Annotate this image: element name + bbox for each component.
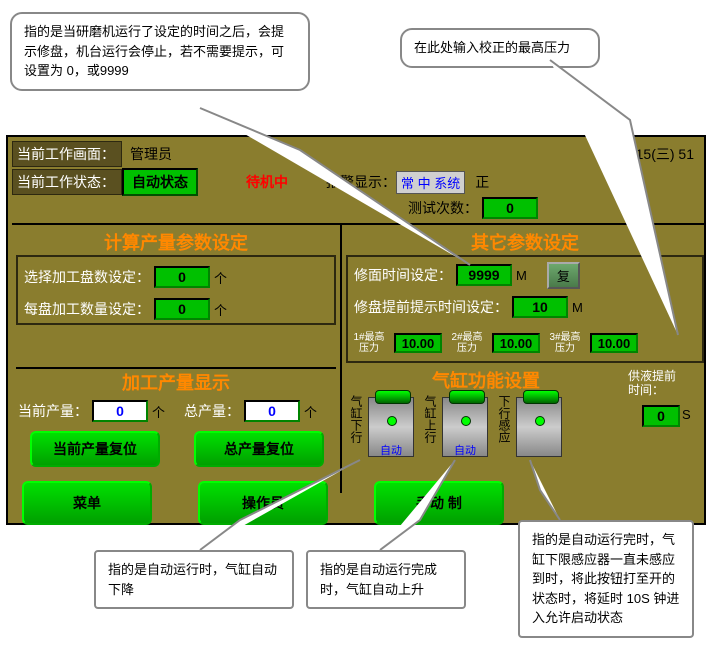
press2-label: 2#最高 压力 (450, 332, 484, 354)
operator-button[interactable]: 操作员 (198, 481, 328, 525)
face-value[interactable]: 9999 (456, 264, 512, 286)
tot-output-row: 总产量： 0 个 (184, 397, 317, 425)
valve3-label: 下行感应 (496, 395, 513, 443)
cur-value: 0 (92, 400, 148, 422)
tot-label: 总产量： (184, 401, 240, 421)
reset-total-button[interactable]: 总产量复位 (194, 431, 324, 467)
reset-current-button[interactable]: 当前产量复位 (30, 431, 160, 467)
valve1-label: 气缸下行 (348, 395, 365, 443)
press3-label: 3#最高 压力 (548, 332, 582, 354)
manual-button[interactable]: 手动 制 (374, 481, 504, 525)
face-label: 修面时间设定： (354, 265, 452, 285)
divider (16, 367, 336, 369)
press3-value[interactable]: 10.00 (590, 333, 638, 353)
header-row-2: 当前工作状态： 自动状态 待机中 报警显示： 常 中 系统 正 (12, 169, 704, 195)
hmi-panel: 当前工作画面： 管理员 04/22/15(三) 51 当前工作状态： 自动状态 … (6, 135, 706, 525)
reset-button[interactable]: 复 (547, 262, 580, 289)
supply-label: 供液提前 时间： (628, 369, 676, 398)
screen-label: 当前工作画面： (12, 141, 122, 167)
supply-unit: S (682, 407, 691, 422)
p1-unit: 个 (214, 268, 227, 287)
menu-button[interactable]: 菜单 (22, 481, 152, 525)
p2-value[interactable]: 0 (154, 298, 210, 320)
divider (340, 223, 342, 493)
press2-value[interactable]: 10.00 (492, 333, 540, 353)
callout-5: 指的是自动运行完时，气缸下限感应器一直未感应到时，将此按钮打至开的状态时，将延时… (518, 520, 694, 638)
disc-label: 修盘提前提示时间设定： (354, 297, 508, 317)
callout-4: 指的是自动运行完成时，气缸自动上升 (306, 550, 466, 609)
callout-2: 在此处输入校正的最高压力 (400, 28, 600, 68)
valve-down-button[interactable]: 自动 (368, 397, 414, 457)
status-value: 自动状态 (122, 168, 198, 196)
p1-value[interactable]: 0 (154, 266, 210, 288)
disc-unit: M (572, 300, 583, 315)
tot-value: 0 (244, 400, 300, 422)
datetime: 04/22/15(三) 51 (597, 144, 704, 164)
valve2-label: 气缸上行 (422, 395, 439, 443)
valve-up-button[interactable]: 自动 (442, 397, 488, 457)
divider (12, 223, 704, 225)
alarm-value: 常 中 系统 (396, 171, 465, 194)
right-title-1: 其它参数设定 (346, 229, 704, 255)
supply-value[interactable]: 0 (642, 405, 680, 427)
alarm-suffix: 正 (475, 172, 489, 192)
p1-label: 选择加工盘数设定： (24, 267, 150, 287)
valve-sense-button[interactable] (516, 397, 562, 457)
alarm-label: 报警显示： (326, 172, 396, 192)
header-row-1: 当前工作画面： 管理员 04/22/15(三) 51 (12, 141, 704, 167)
left-title-1: 计算产量参数设定 (14, 229, 338, 255)
header-row-3: 测试次数： 0 (408, 197, 704, 219)
cur-label: 当前产量： (18, 401, 88, 421)
disc-value[interactable]: 10 (512, 296, 568, 318)
status-label: 当前工作状态： (12, 169, 122, 195)
p2-label: 每盘加工数量设定： (24, 299, 150, 319)
right-box-1: 修面时间设定： 9999 M 复 修盘提前提示时间设定： 10 M 1#最高 压… (346, 255, 704, 363)
callout-1: 指的是当研磨机运行了设定的时间之后，会提示修盘，机台运行会停止，若不需要提示，可… (10, 12, 310, 91)
tot-unit: 个 (304, 402, 317, 421)
press1-label: 1#最高 压力 (352, 332, 386, 354)
cur-output-row: 当前产量： 0 个 (18, 397, 165, 425)
press1-value[interactable]: 10.00 (394, 333, 442, 353)
left-title-2: 加工产量显示 (14, 369, 338, 395)
test-count-value[interactable]: 0 (482, 197, 538, 219)
callout-3: 指的是自动运行时，气缸自动下降 (94, 550, 294, 609)
face-unit: M (516, 268, 527, 283)
test-count-label: 测试次数： (408, 198, 478, 218)
screen-value: 管理员 (122, 142, 180, 166)
p2-unit: 个 (214, 300, 227, 319)
left-box-1: 选择加工盘数设定： 0 个 每盘加工数量设定： 0 个 (16, 255, 336, 325)
mode-value: 待机中 (238, 170, 296, 194)
cur-unit: 个 (152, 402, 165, 421)
